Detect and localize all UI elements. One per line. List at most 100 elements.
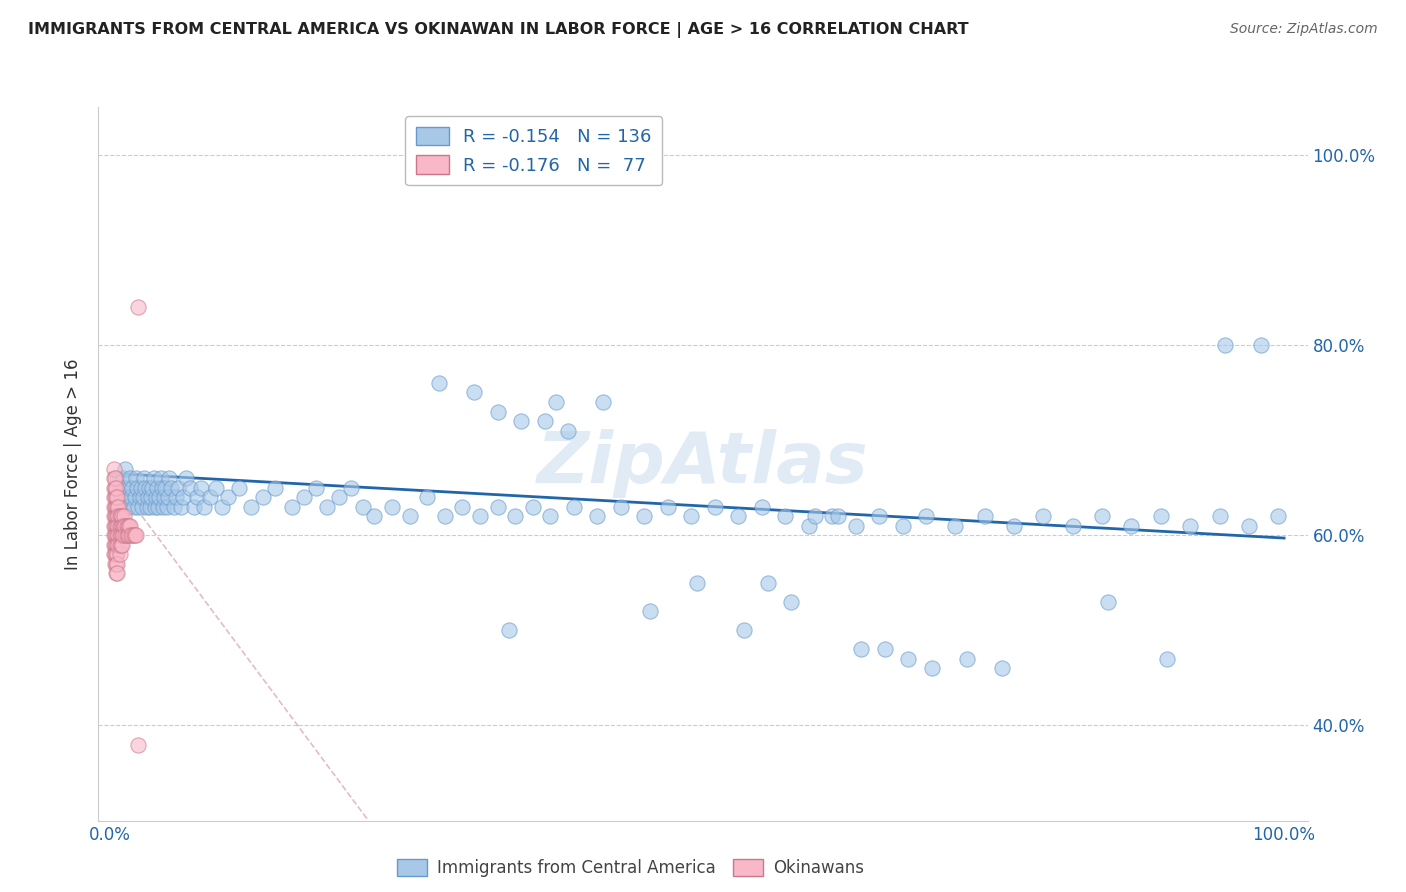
Point bbox=[105, 538, 128, 552]
Point bbox=[127, 300, 149, 314]
Point bbox=[703, 500, 725, 514]
Point bbox=[111, 518, 134, 533]
Point bbox=[120, 528, 142, 542]
Point bbox=[115, 518, 138, 533]
Point bbox=[105, 500, 128, 514]
Point bbox=[104, 557, 127, 571]
Point bbox=[136, 490, 159, 504]
Point bbox=[112, 518, 135, 533]
Point bbox=[228, 481, 250, 495]
Point bbox=[114, 518, 136, 533]
Point bbox=[150, 481, 173, 495]
Point bbox=[733, 624, 755, 638]
Point bbox=[211, 500, 233, 514]
Point bbox=[352, 500, 374, 514]
Point bbox=[107, 538, 129, 552]
Point bbox=[797, 518, 820, 533]
Point bbox=[112, 481, 135, 495]
Point bbox=[105, 471, 128, 485]
Point bbox=[217, 490, 239, 504]
Point bbox=[138, 481, 160, 495]
Point bbox=[146, 481, 169, 495]
Point bbox=[120, 518, 142, 533]
Point bbox=[110, 528, 132, 542]
Point bbox=[316, 500, 339, 514]
Point bbox=[114, 461, 136, 475]
Point bbox=[105, 538, 128, 552]
Point bbox=[149, 471, 172, 485]
Point bbox=[105, 500, 128, 514]
Point bbox=[104, 481, 127, 495]
Point bbox=[1156, 652, 1178, 666]
Point bbox=[110, 509, 132, 524]
Point bbox=[139, 500, 162, 514]
Point bbox=[956, 652, 979, 666]
Legend: Immigrants from Central America, Okinawans: Immigrants from Central America, Okinawa… bbox=[391, 852, 870, 884]
Point bbox=[105, 490, 128, 504]
Point bbox=[105, 566, 128, 581]
Point bbox=[128, 490, 150, 504]
Point bbox=[103, 538, 125, 552]
Point bbox=[103, 528, 125, 542]
Point bbox=[103, 509, 125, 524]
Point bbox=[751, 500, 773, 514]
Point bbox=[179, 481, 201, 495]
Point bbox=[821, 509, 844, 524]
Point bbox=[522, 500, 544, 514]
Point bbox=[586, 509, 609, 524]
Point bbox=[103, 547, 125, 561]
Point bbox=[160, 481, 183, 495]
Point bbox=[152, 500, 174, 514]
Point bbox=[827, 509, 849, 524]
Point bbox=[292, 490, 315, 504]
Point bbox=[103, 518, 125, 533]
Point bbox=[105, 509, 128, 524]
Point bbox=[117, 500, 139, 514]
Point bbox=[103, 461, 125, 475]
Point bbox=[186, 490, 208, 504]
Point bbox=[105, 528, 128, 542]
Point bbox=[190, 481, 212, 495]
Point bbox=[117, 528, 139, 542]
Point bbox=[240, 500, 263, 514]
Point bbox=[129, 481, 152, 495]
Point bbox=[104, 538, 127, 552]
Point bbox=[105, 490, 128, 504]
Point bbox=[134, 481, 156, 495]
Point bbox=[111, 538, 134, 552]
Point bbox=[433, 509, 456, 524]
Point bbox=[104, 490, 127, 504]
Point bbox=[503, 509, 526, 524]
Point bbox=[915, 509, 938, 524]
Point bbox=[156, 490, 179, 504]
Point bbox=[1121, 518, 1143, 533]
Point bbox=[103, 500, 125, 514]
Point bbox=[851, 642, 873, 657]
Text: Source: ZipAtlas.com: Source: ZipAtlas.com bbox=[1230, 22, 1378, 37]
Point bbox=[145, 490, 167, 504]
Point bbox=[114, 528, 136, 542]
Point bbox=[533, 414, 555, 428]
Point bbox=[127, 500, 149, 514]
Point bbox=[1032, 509, 1054, 524]
Point bbox=[416, 490, 439, 504]
Point bbox=[112, 518, 135, 533]
Point bbox=[176, 471, 198, 485]
Point bbox=[107, 528, 129, 542]
Point bbox=[468, 509, 491, 524]
Point bbox=[105, 518, 128, 533]
Point bbox=[118, 518, 141, 533]
Point bbox=[103, 481, 125, 495]
Point bbox=[340, 481, 363, 495]
Point bbox=[122, 500, 145, 514]
Point bbox=[105, 481, 128, 495]
Point bbox=[897, 652, 920, 666]
Point bbox=[991, 661, 1014, 675]
Point bbox=[105, 509, 128, 524]
Point bbox=[131, 500, 153, 514]
Point bbox=[108, 509, 131, 524]
Point bbox=[112, 509, 135, 524]
Point bbox=[803, 509, 825, 524]
Point bbox=[107, 518, 129, 533]
Point bbox=[104, 509, 127, 524]
